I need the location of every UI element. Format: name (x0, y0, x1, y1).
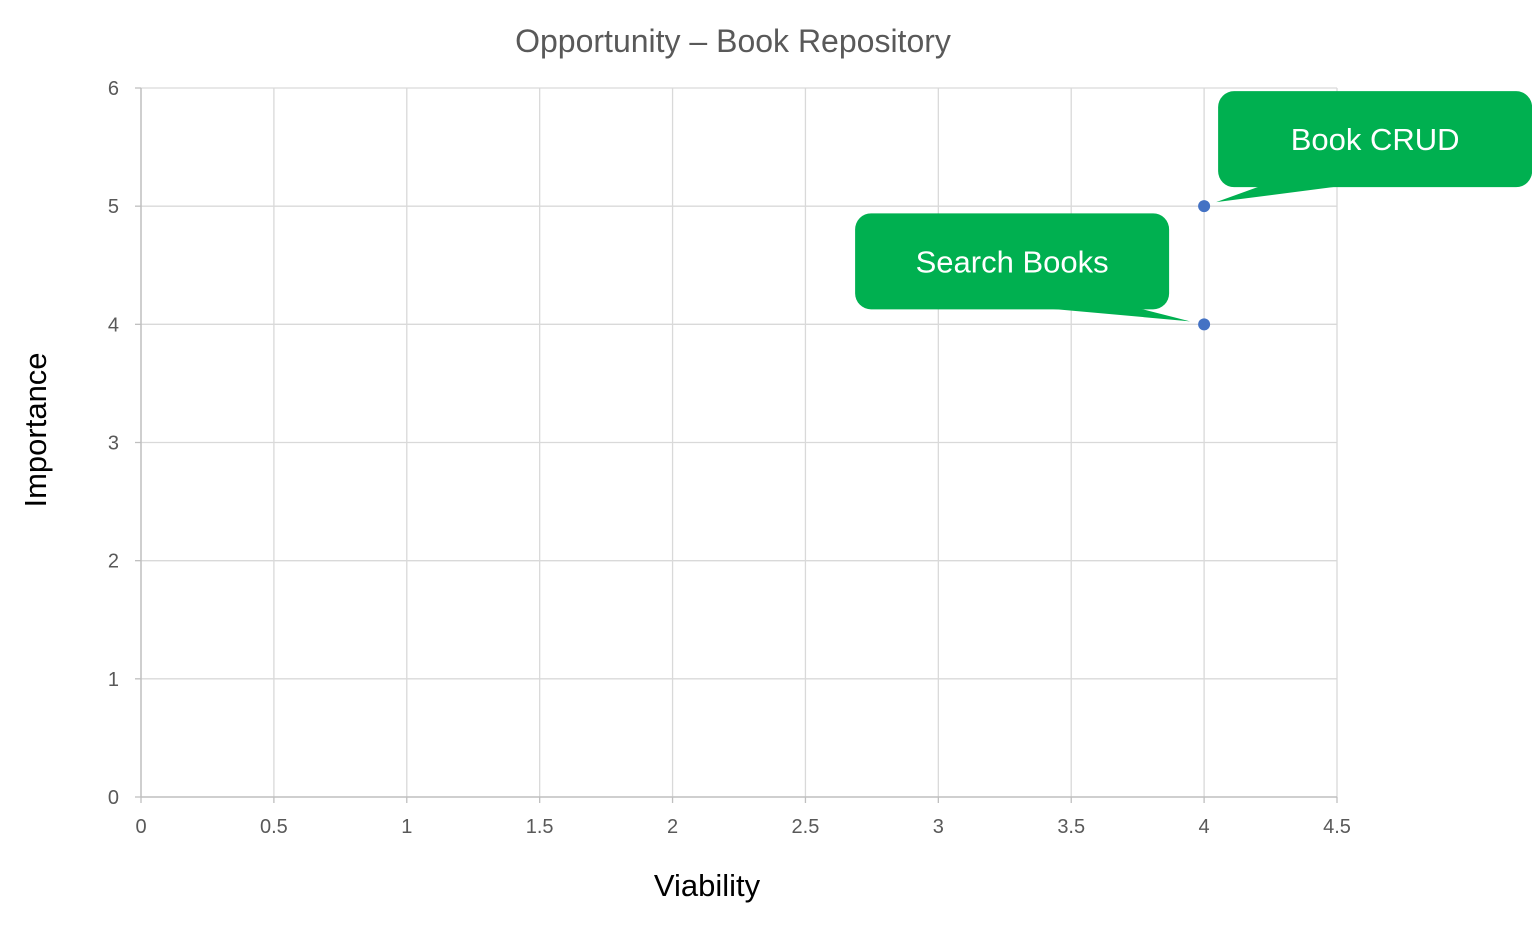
data-point (1198, 318, 1211, 331)
grid (141, 87, 1338, 797)
data-point (1198, 200, 1211, 213)
x-tick-label: 0.5 (260, 816, 288, 838)
x-tick-label: 1.5 (526, 816, 554, 838)
axes (135, 87, 1338, 803)
callout-pointer (1216, 185, 1349, 203)
y-tick-label: 6 (108, 78, 119, 100)
x-tick-label: 3.5 (1057, 816, 1085, 838)
x-tick-label: 4.5 (1323, 816, 1351, 838)
chart-title: Opportunity – Book Repository (515, 23, 951, 59)
y-tick-label: 4 (108, 314, 119, 336)
y-tick-label: 3 (108, 433, 119, 455)
y-tick-label: 0 (108, 787, 119, 809)
x-tick-label: 2.5 (792, 816, 820, 838)
x-tick-label: 2 (667, 816, 678, 838)
callout-pointer (1035, 307, 1191, 322)
y-tick-label: 2 (108, 551, 119, 573)
x-axis-title: Viability (654, 868, 761, 903)
data-label: Book CRUD (1291, 122, 1460, 157)
callouts: Book CRUD Search Books (855, 91, 1532, 322)
callout-box (1218, 91, 1532, 188)
y-tick-label: 1 (108, 669, 119, 691)
y-axis-title: Importance (18, 352, 53, 507)
callout-box (855, 213, 1170, 310)
data-label: Search Books (916, 244, 1109, 279)
x-tick-label: 1 (401, 816, 412, 838)
x-tick-label: 4 (1199, 816, 1210, 838)
x-tick-label: 0 (135, 816, 146, 838)
data-points (1198, 200, 1211, 331)
y-tick-label: 5 (108, 196, 119, 218)
x-tick-label: 3 (933, 816, 944, 838)
tick-labels: 0 0.5 1 1.5 2 2.5 3 3.5 4 4.5 0 1 2 3 4 5 6 (108, 78, 1351, 838)
